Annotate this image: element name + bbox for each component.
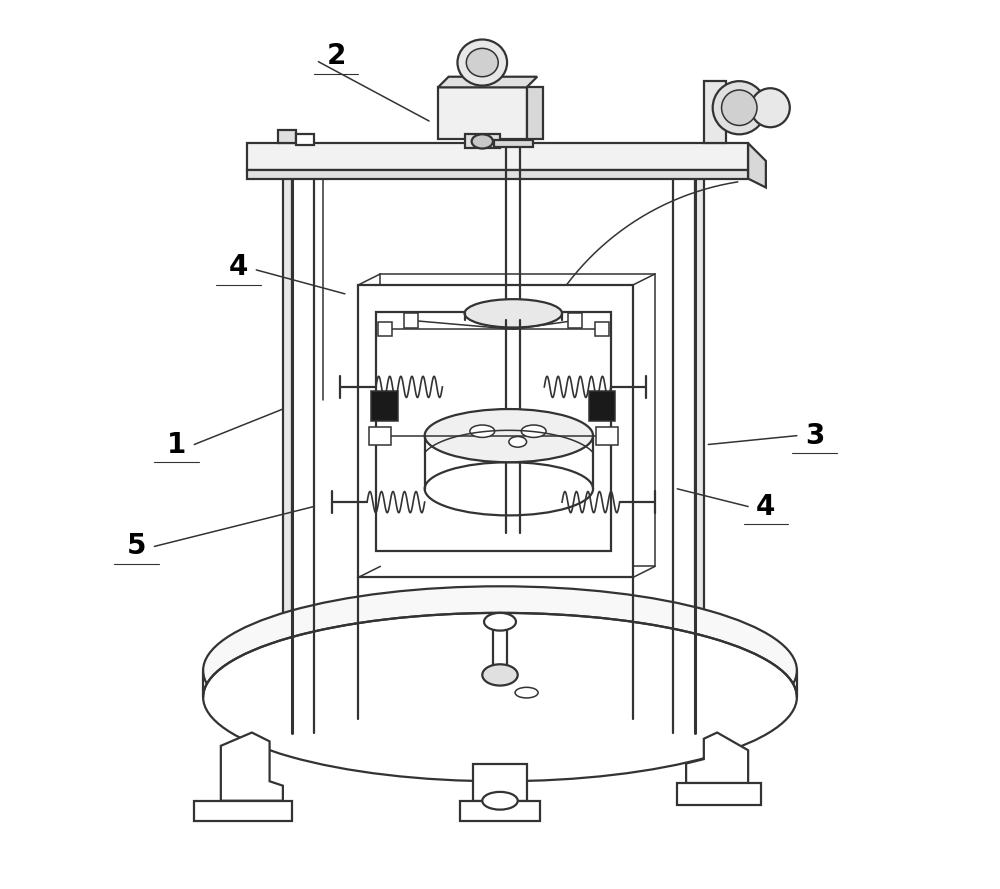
Ellipse shape [425,409,593,462]
Ellipse shape [466,48,498,76]
Bar [369,427,391,444]
Ellipse shape [482,792,518,810]
Text: 4: 4 [756,493,776,521]
Polygon shape [371,391,398,420]
Ellipse shape [472,134,493,148]
Ellipse shape [203,613,797,781]
Polygon shape [677,783,761,805]
Polygon shape [221,733,283,801]
Bar [595,322,609,336]
Polygon shape [358,285,633,578]
Polygon shape [686,733,748,783]
Bar [596,427,618,444]
Bar [404,313,418,327]
Polygon shape [494,140,533,147]
Ellipse shape [509,436,527,447]
Polygon shape [194,801,292,821]
Bar [527,87,543,139]
Polygon shape [748,143,766,188]
Ellipse shape [482,664,518,685]
Bar [378,322,392,336]
Polygon shape [695,170,704,733]
Polygon shape [296,134,314,145]
Polygon shape [247,143,748,170]
Polygon shape [278,130,296,143]
Ellipse shape [203,587,797,755]
Ellipse shape [465,300,562,327]
Ellipse shape [470,425,495,437]
Text: 4: 4 [229,253,248,281]
Bar [568,313,582,327]
Polygon shape [247,170,748,179]
Polygon shape [376,311,611,551]
Ellipse shape [457,39,507,85]
Ellipse shape [425,462,593,516]
Polygon shape [283,170,292,733]
Polygon shape [460,801,540,821]
Polygon shape [380,274,655,566]
Ellipse shape [722,90,757,125]
Ellipse shape [751,88,790,127]
Text: 2: 2 [326,43,346,70]
Ellipse shape [713,81,766,134]
Polygon shape [438,87,527,139]
Polygon shape [704,81,726,143]
Ellipse shape [484,613,516,630]
Text: 3: 3 [805,421,824,450]
Ellipse shape [521,425,546,437]
Text: 1: 1 [167,430,186,459]
Ellipse shape [515,687,538,698]
Bar [465,134,500,148]
Polygon shape [473,764,527,801]
Polygon shape [589,391,615,420]
Ellipse shape [465,306,562,334]
Text: 5: 5 [127,533,146,560]
Polygon shape [438,76,537,87]
